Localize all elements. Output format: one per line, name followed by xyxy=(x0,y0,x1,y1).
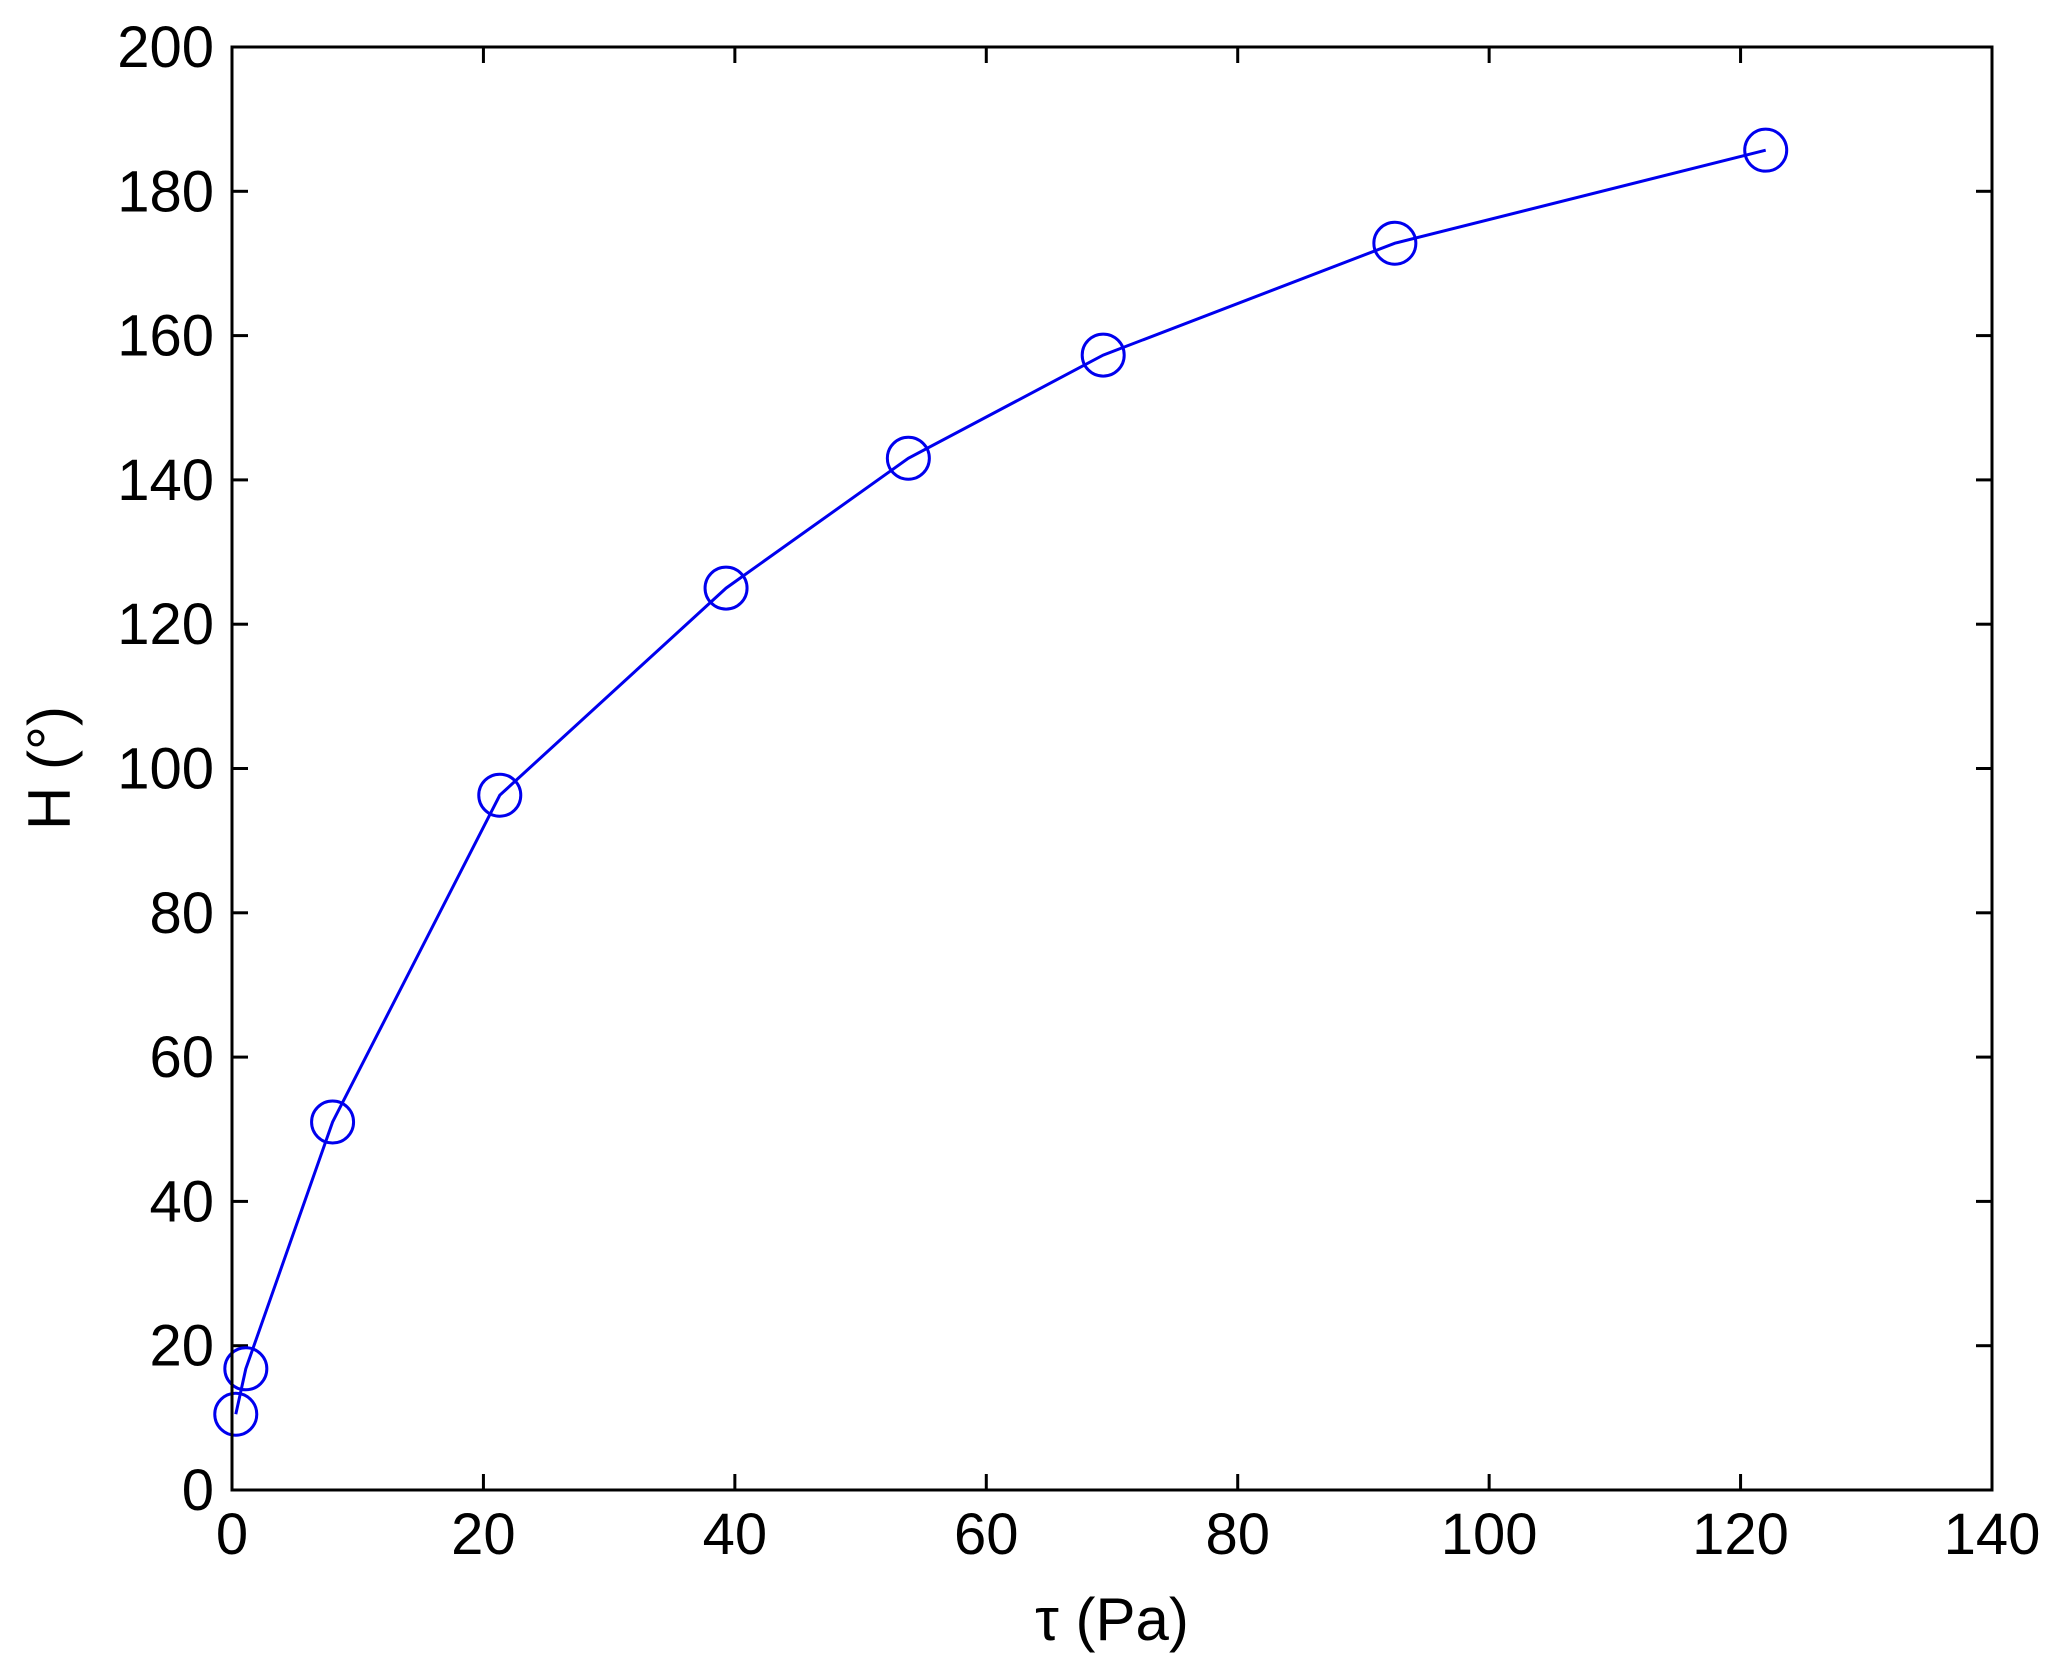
data-point-0-2 xyxy=(310,1099,356,1145)
y-tick-label-3: 60 xyxy=(149,1025,214,1090)
data-point-0-4 xyxy=(703,565,749,611)
tick-labels-layer: 0 20 40 60 80 100 120 140 0 20 40 60 80 100 120 140 160 1… xyxy=(117,15,2040,1567)
series-line-0 xyxy=(234,148,1767,1415)
y-tick-label-5: 100 xyxy=(117,737,214,802)
x-tick-label-4: 80 xyxy=(1205,1502,1270,1567)
y-tick-label-9: 180 xyxy=(117,159,214,224)
y-tick-label-8: 160 xyxy=(117,304,214,369)
x-tick-label-1: 20 xyxy=(451,1502,516,1567)
y-tick-label-2: 40 xyxy=(149,1169,214,1234)
plot-frame xyxy=(230,45,1994,1492)
data-point-0-5 xyxy=(885,435,931,481)
x-tick-label-5: 100 xyxy=(1441,1502,1538,1567)
data-point-0-1 xyxy=(223,1346,269,1392)
y-tick-label-7: 140 xyxy=(117,448,214,513)
y-axis-label: H (°) xyxy=(16,706,83,830)
x-tick-label-6: 120 xyxy=(1692,1502,1789,1567)
series-layer xyxy=(213,127,1789,1437)
y-tick-label-1: 20 xyxy=(149,1314,214,1379)
data-point-0-6 xyxy=(1080,332,1126,378)
plot-area xyxy=(232,47,1992,1490)
data-point-0-8 xyxy=(1743,127,1789,173)
data-point-0-3 xyxy=(477,772,523,818)
y-tick-label-6: 120 xyxy=(117,592,214,657)
x-tick-label-2: 40 xyxy=(703,1502,768,1567)
x-tick-label-0: 0 xyxy=(216,1502,248,1567)
y-tick-label-0: 0 xyxy=(182,1458,214,1523)
data-point-0-7 xyxy=(1372,220,1418,266)
x-axis-label: τ (Pa) xyxy=(1035,1586,1189,1653)
data-point-0-0 xyxy=(213,1391,259,1437)
x-tick-label-3: 60 xyxy=(954,1502,1019,1567)
x-tick-label-7: 140 xyxy=(1944,1502,2041,1567)
y-tick-label-4: 80 xyxy=(149,881,214,946)
y-tick-label-10: 200 xyxy=(117,15,214,80)
